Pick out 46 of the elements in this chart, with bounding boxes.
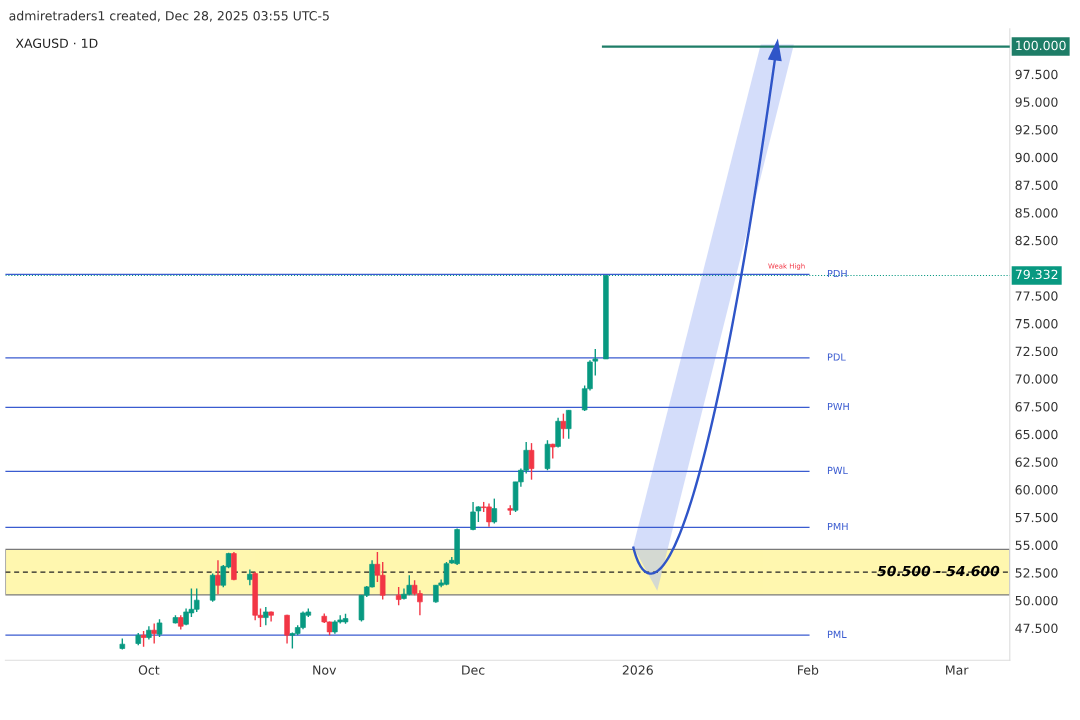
candlestick (215, 559, 221, 595)
x-tick-label: 2026 (622, 665, 653, 675)
candlestick (528, 442, 535, 481)
ref-line-label: 100.000 (1016, 40, 1066, 51)
y-tick-label: 77.500 (1015, 291, 1058, 301)
candlestick (560, 412, 567, 440)
y-tick-label: 95.000 (1015, 97, 1058, 107)
y-tick-label: 72.500 (1015, 346, 1058, 357)
y-tick-label: 90.000 (1015, 152, 1058, 163)
candlestick (151, 622, 157, 645)
ref-line-label: PDH (827, 269, 847, 278)
candlestick (395, 586, 402, 606)
candlestick (263, 606, 269, 626)
x-tick-label: Nov (313, 665, 337, 675)
text: admiretraders1 created, Dec 28, 2025 03:55 UTC-5 (9, 10, 329, 22)
ref-line-label: PDL (827, 353, 846, 361)
y-tick-label: 65.000 (1015, 429, 1058, 440)
ref-line-label: PML (827, 630, 847, 638)
x-tick-label: Dec (462, 665, 485, 675)
ref-line-label: PWL (827, 466, 848, 474)
y-tick-label: 92.500 (1015, 125, 1058, 135)
y-tick-label: 67.500 (1015, 402, 1058, 412)
y-tick-label: 75.000 (1015, 318, 1058, 329)
y-tick-label: 57.500 (1015, 512, 1058, 523)
x-tick-label: Oct (138, 665, 160, 675)
ref-line-label: PMH (827, 522, 848, 530)
y-tick-label: 85.000 (1015, 208, 1058, 218)
y-tick-label: 97.500 (1015, 69, 1058, 80)
y-tick-label: 55.000 (1015, 540, 1058, 550)
y-tick-label: 60.000 (1015, 485, 1058, 495)
candlestick (284, 614, 290, 645)
y-tick-label: 50.000 (1015, 595, 1058, 606)
ref-line-label: PWH (827, 402, 849, 411)
y-tick-label: 70.000 (1015, 374, 1058, 384)
x-tick-label: Mar (946, 665, 969, 675)
y-tick-label: 82.500 (1015, 235, 1058, 246)
y-tick-label: 47.500 (1015, 623, 1058, 634)
y-tick-label: 87.500 (1015, 180, 1058, 190)
candlestick (491, 497, 498, 525)
y-tick-label: 62.500 (1015, 457, 1058, 467)
y-tick-label: 52.500 (1015, 568, 1058, 578)
band-label: 50.500 - 54.600 (877, 565, 1000, 577)
ref-line-label: 79.332 (1015, 269, 1058, 280)
x-tick-label: Feb (798, 665, 819, 675)
candlestick (565, 409, 572, 440)
text: XAGUSD · 1D (15, 38, 98, 48)
